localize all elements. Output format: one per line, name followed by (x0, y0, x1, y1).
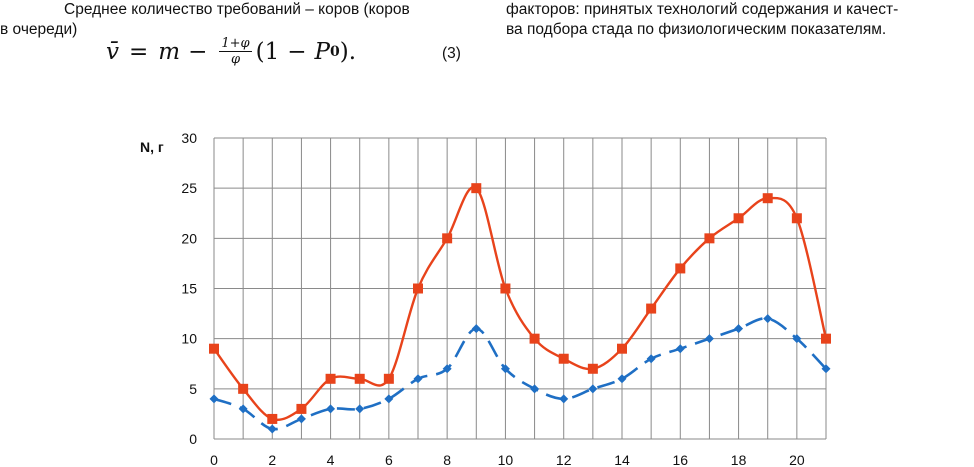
text-line: ва подбора стада по физиологическим пока… (506, 21, 887, 38)
data-point-marker (296, 403, 307, 414)
data-point-marker (646, 303, 657, 314)
fraction-numerator: 1+φ (219, 36, 252, 52)
y-tick-label: 0 (189, 431, 197, 447)
series-line-2 (213, 317, 827, 431)
data-point-marker (821, 364, 831, 374)
data-point-marker (209, 343, 219, 354)
data-point-marker (238, 404, 248, 414)
data-point-marker (471, 183, 482, 194)
x-tick-label: 8 (443, 452, 451, 467)
y-tick-label: 30 (181, 130, 197, 146)
data-point-marker (733, 213, 744, 224)
data-point-marker (383, 373, 394, 384)
text-line: в очереди) (0, 21, 78, 38)
x-tick-label: 12 (556, 452, 572, 467)
text-line: Среднее количество требований – коров (к… (64, 1, 410, 18)
data-point-marker (588, 384, 598, 394)
y-tick-label: 10 (181, 331, 197, 347)
data-point-marker (238, 383, 249, 394)
data-point-marker (704, 334, 714, 344)
x-tick-label: 20 (789, 452, 805, 467)
data-point-marker (500, 364, 510, 374)
data-point-marker (413, 283, 423, 294)
x-tick-label: 18 (731, 452, 747, 467)
data-point-marker (471, 324, 481, 334)
formula-paren-close: ). (339, 39, 357, 65)
data-point-marker (529, 333, 540, 344)
formula-lhs: v̄ (106, 39, 119, 65)
formula-fraction: 1+φ φ (219, 36, 252, 68)
data-point-marker (792, 334, 802, 344)
y-tick-label: 5 (189, 381, 197, 397)
data-point-marker (326, 404, 336, 414)
data-point-marker (821, 333, 831, 344)
data-point-marker (675, 344, 685, 354)
data-point-marker (558, 353, 569, 364)
data-point-marker (762, 193, 773, 204)
x-tick-label: 2 (268, 452, 276, 467)
data-point-marker (442, 364, 452, 374)
data-point-marker (675, 263, 686, 274)
data-point-marker (587, 363, 598, 374)
y-tick-label: 25 (181, 180, 197, 196)
data-point-marker (763, 314, 773, 324)
data-point-marker (325, 373, 336, 384)
paragraph-left: Среднее количество требований – коров (к… (0, 0, 470, 40)
fraction-denominator: φ (230, 52, 241, 67)
formula-paren-open: (1 (255, 39, 280, 65)
formula-subscript: 0 (330, 44, 340, 60)
formula-m: m (158, 39, 181, 65)
data-point-marker (646, 354, 656, 364)
text-line: факторов: принятых технологий содержания… (506, 1, 899, 18)
y-tick-label: 20 (181, 230, 197, 246)
x-tick-label: 14 (614, 452, 630, 467)
data-point-marker (559, 394, 569, 404)
equation-number: (3) (442, 45, 461, 62)
formula-minus-2: − (287, 39, 307, 65)
series-line-1 (213, 185, 828, 421)
y-axis-label: N, г (140, 139, 164, 155)
data-point-marker (296, 414, 306, 424)
x-tick-label: 4 (327, 452, 335, 467)
formula-minus: − (188, 39, 208, 65)
data-point-marker (209, 394, 219, 404)
data-point-marker (500, 283, 511, 294)
formula-p: P (314, 39, 331, 65)
data-point-marker (530, 384, 540, 394)
data-point-marker (355, 404, 365, 414)
x-tick-label: 10 (498, 452, 514, 467)
data-point-marker (442, 233, 453, 244)
data-point-marker (384, 394, 394, 404)
data-point-marker (791, 213, 802, 224)
data-point-marker (617, 343, 627, 354)
data-point-marker (734, 324, 744, 334)
data-point-marker (617, 374, 627, 384)
y-tick-label: 15 (181, 281, 197, 297)
paragraph-right: факторов: принятых технологий содержания… (506, 0, 972, 40)
data-point-marker (267, 413, 278, 424)
data-point-marker (704, 233, 715, 244)
x-tick-label: 6 (385, 452, 393, 467)
x-tick-label: 16 (672, 452, 688, 467)
x-tick-label: 0 (210, 452, 218, 467)
formula-equals: = (129, 39, 149, 65)
data-point-marker (354, 373, 365, 384)
data-point-marker (267, 424, 277, 434)
data-point-marker (413, 374, 423, 384)
